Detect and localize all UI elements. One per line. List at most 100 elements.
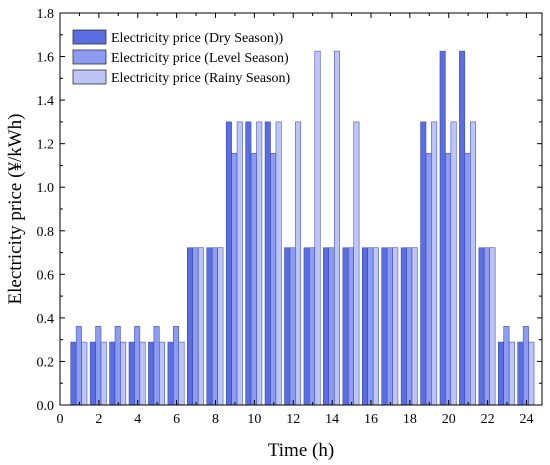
bar-rainy-hour-16 [372, 247, 379, 406]
legend-label-level: Electricity price (Level Season) [111, 51, 289, 66]
bar-dry-hour-17 [381, 247, 388, 406]
bar-dry-hour-5 [148, 341, 155, 406]
x-tick-label: 10 [247, 412, 261, 427]
legend-swatch-rainy [72, 69, 107, 85]
x-tick-label: 0 [57, 412, 64, 427]
bar-dry-hour-8 [206, 247, 213, 406]
bar-rainy-hour-13 [314, 50, 321, 406]
bar-rainy-hour-24 [528, 341, 535, 406]
y-tick-label: 0.2 [37, 355, 55, 370]
legend-label-rainy: Electricity price (Rainy Season) [111, 71, 291, 86]
bar-level-hour-21 [464, 153, 471, 406]
bar-rainy-hour-21 [470, 121, 476, 406]
bar-dry-hour-11 [264, 121, 271, 406]
bar-level-hour-1 [75, 326, 82, 406]
bar-dry-hour-15 [342, 247, 349, 406]
bar-dry-hour-12 [284, 247, 291, 406]
bar-level-hour-24 [522, 326, 529, 406]
y-tick-label: 0.8 [37, 225, 55, 240]
bar-rainy-hour-14 [333, 50, 340, 406]
y-tick-label: 1.8 [37, 7, 55, 22]
bar-dry-hour-21 [459, 50, 466, 406]
bar-dry-hour-16 [361, 247, 368, 406]
bar-level-hour-18 [406, 247, 413, 406]
legend-swatch-level [72, 49, 107, 65]
y-tick-label: 1.2 [37, 138, 55, 153]
bar-rainy-hour-5 [159, 341, 166, 406]
bar-dry-hour-18 [400, 247, 407, 406]
bar-level-hour-6 [173, 326, 179, 406]
x-tick-label: 8 [212, 412, 219, 427]
bar-level-hour-23 [503, 326, 510, 406]
bar-rainy-hour-6 [178, 341, 185, 406]
bar-rainy-hour-1 [81, 341, 88, 406]
bar-rainy-hour-3 [120, 341, 127, 406]
bar-rainy-hour-22 [489, 247, 496, 406]
y-tick-label: 1.4 [37, 94, 55, 109]
bar-dry-hour-22 [478, 247, 485, 406]
bar-level-hour-5 [153, 326, 160, 406]
bar-rainy-hour-7 [197, 247, 204, 406]
bar-rainy-hour-4 [139, 341, 146, 406]
bar-dry-hour-19 [420, 121, 427, 406]
x-tick-label: 24 [519, 412, 533, 427]
y-tick-label: 0.4 [37, 312, 55, 327]
bar-level-hour-14 [328, 247, 335, 406]
bar-level-hour-16 [367, 247, 374, 406]
bar-rainy-hour-11 [275, 121, 282, 406]
bar-rainy-hour-17 [392, 247, 399, 406]
bar-rainy-hour-12 [295, 121, 302, 406]
bar-rainy-hour-20 [450, 121, 457, 406]
bar-rainy-hour-23 [508, 341, 515, 406]
y-tick-label: 1.0 [37, 181, 55, 196]
bar-level-hour-9 [231, 153, 238, 406]
bar-level-hour-12 [289, 247, 296, 406]
bar-level-hour-19 [425, 153, 432, 406]
x-tick-label: 14 [325, 412, 339, 427]
bar-rainy-hour-15 [353, 121, 360, 406]
x-tick-label: 22 [481, 412, 495, 427]
y-tick-label: 0.0 [37, 399, 55, 414]
bar-level-hour-22 [484, 247, 490, 406]
x-tick-label: 2 [95, 412, 102, 427]
legend: Electricity price (Dry Season)) Electric… [72, 29, 291, 86]
legend-swatch-dry [72, 29, 107, 45]
bar-dry-hour-3 [109, 341, 116, 406]
bar-rainy-hour-18 [411, 247, 418, 406]
bar-dry-hour-10 [245, 121, 252, 406]
bar-dry-hour-23 [498, 341, 504, 406]
plot-frame [59, 12, 543, 406]
ticks-layer: 0 2 4 6 8 10 12 14 16 18 20 22 240.00.20.40.60.81.01… [37, 7, 542, 427]
x-tick-label: 6 [173, 412, 180, 427]
bar-rainy-hour-19 [431, 121, 438, 406]
bar-dry-hour-20 [439, 50, 446, 406]
y-tick-label: 1.6 [37, 51, 55, 66]
bar-dry-hour-1 [70, 341, 77, 406]
bar-level-hour-17 [386, 247, 393, 406]
bar-level-hour-3 [114, 326, 121, 406]
x-axis-label: Time (h) [268, 440, 334, 461]
bar-level-hour-2 [95, 326, 102, 406]
bar-dry-hour-14 [323, 247, 330, 406]
bars-layer [70, 50, 535, 406]
bar-rainy-hour-10 [256, 121, 263, 406]
bar-level-hour-11 [270, 153, 277, 406]
y-axis-label: Electricity price (¥/kWh) [5, 114, 26, 305]
bar-dry-hour-9 [225, 121, 232, 406]
bar-level-hour-20 [445, 153, 452, 406]
bar-level-hour-15 [347, 247, 354, 406]
bar-dry-hour-7 [187, 247, 193, 406]
bar-level-hour-8 [211, 247, 218, 406]
bar-dry-hour-4 [128, 341, 135, 406]
bar-level-hour-7 [192, 247, 199, 406]
x-tick-label: 18 [403, 412, 417, 427]
legend-label-dry: Electricity price (Dry Season)) [111, 31, 284, 46]
bar-rainy-hour-9 [236, 121, 243, 406]
x-tick-label: 12 [286, 412, 300, 427]
y-tick-label: 0.6 [37, 268, 55, 283]
x-tick-label: 20 [442, 412, 456, 427]
bar-dry-hour-13 [303, 247, 310, 406]
bar-dry-hour-6 [167, 341, 174, 406]
bar-level-hour-10 [250, 153, 257, 406]
